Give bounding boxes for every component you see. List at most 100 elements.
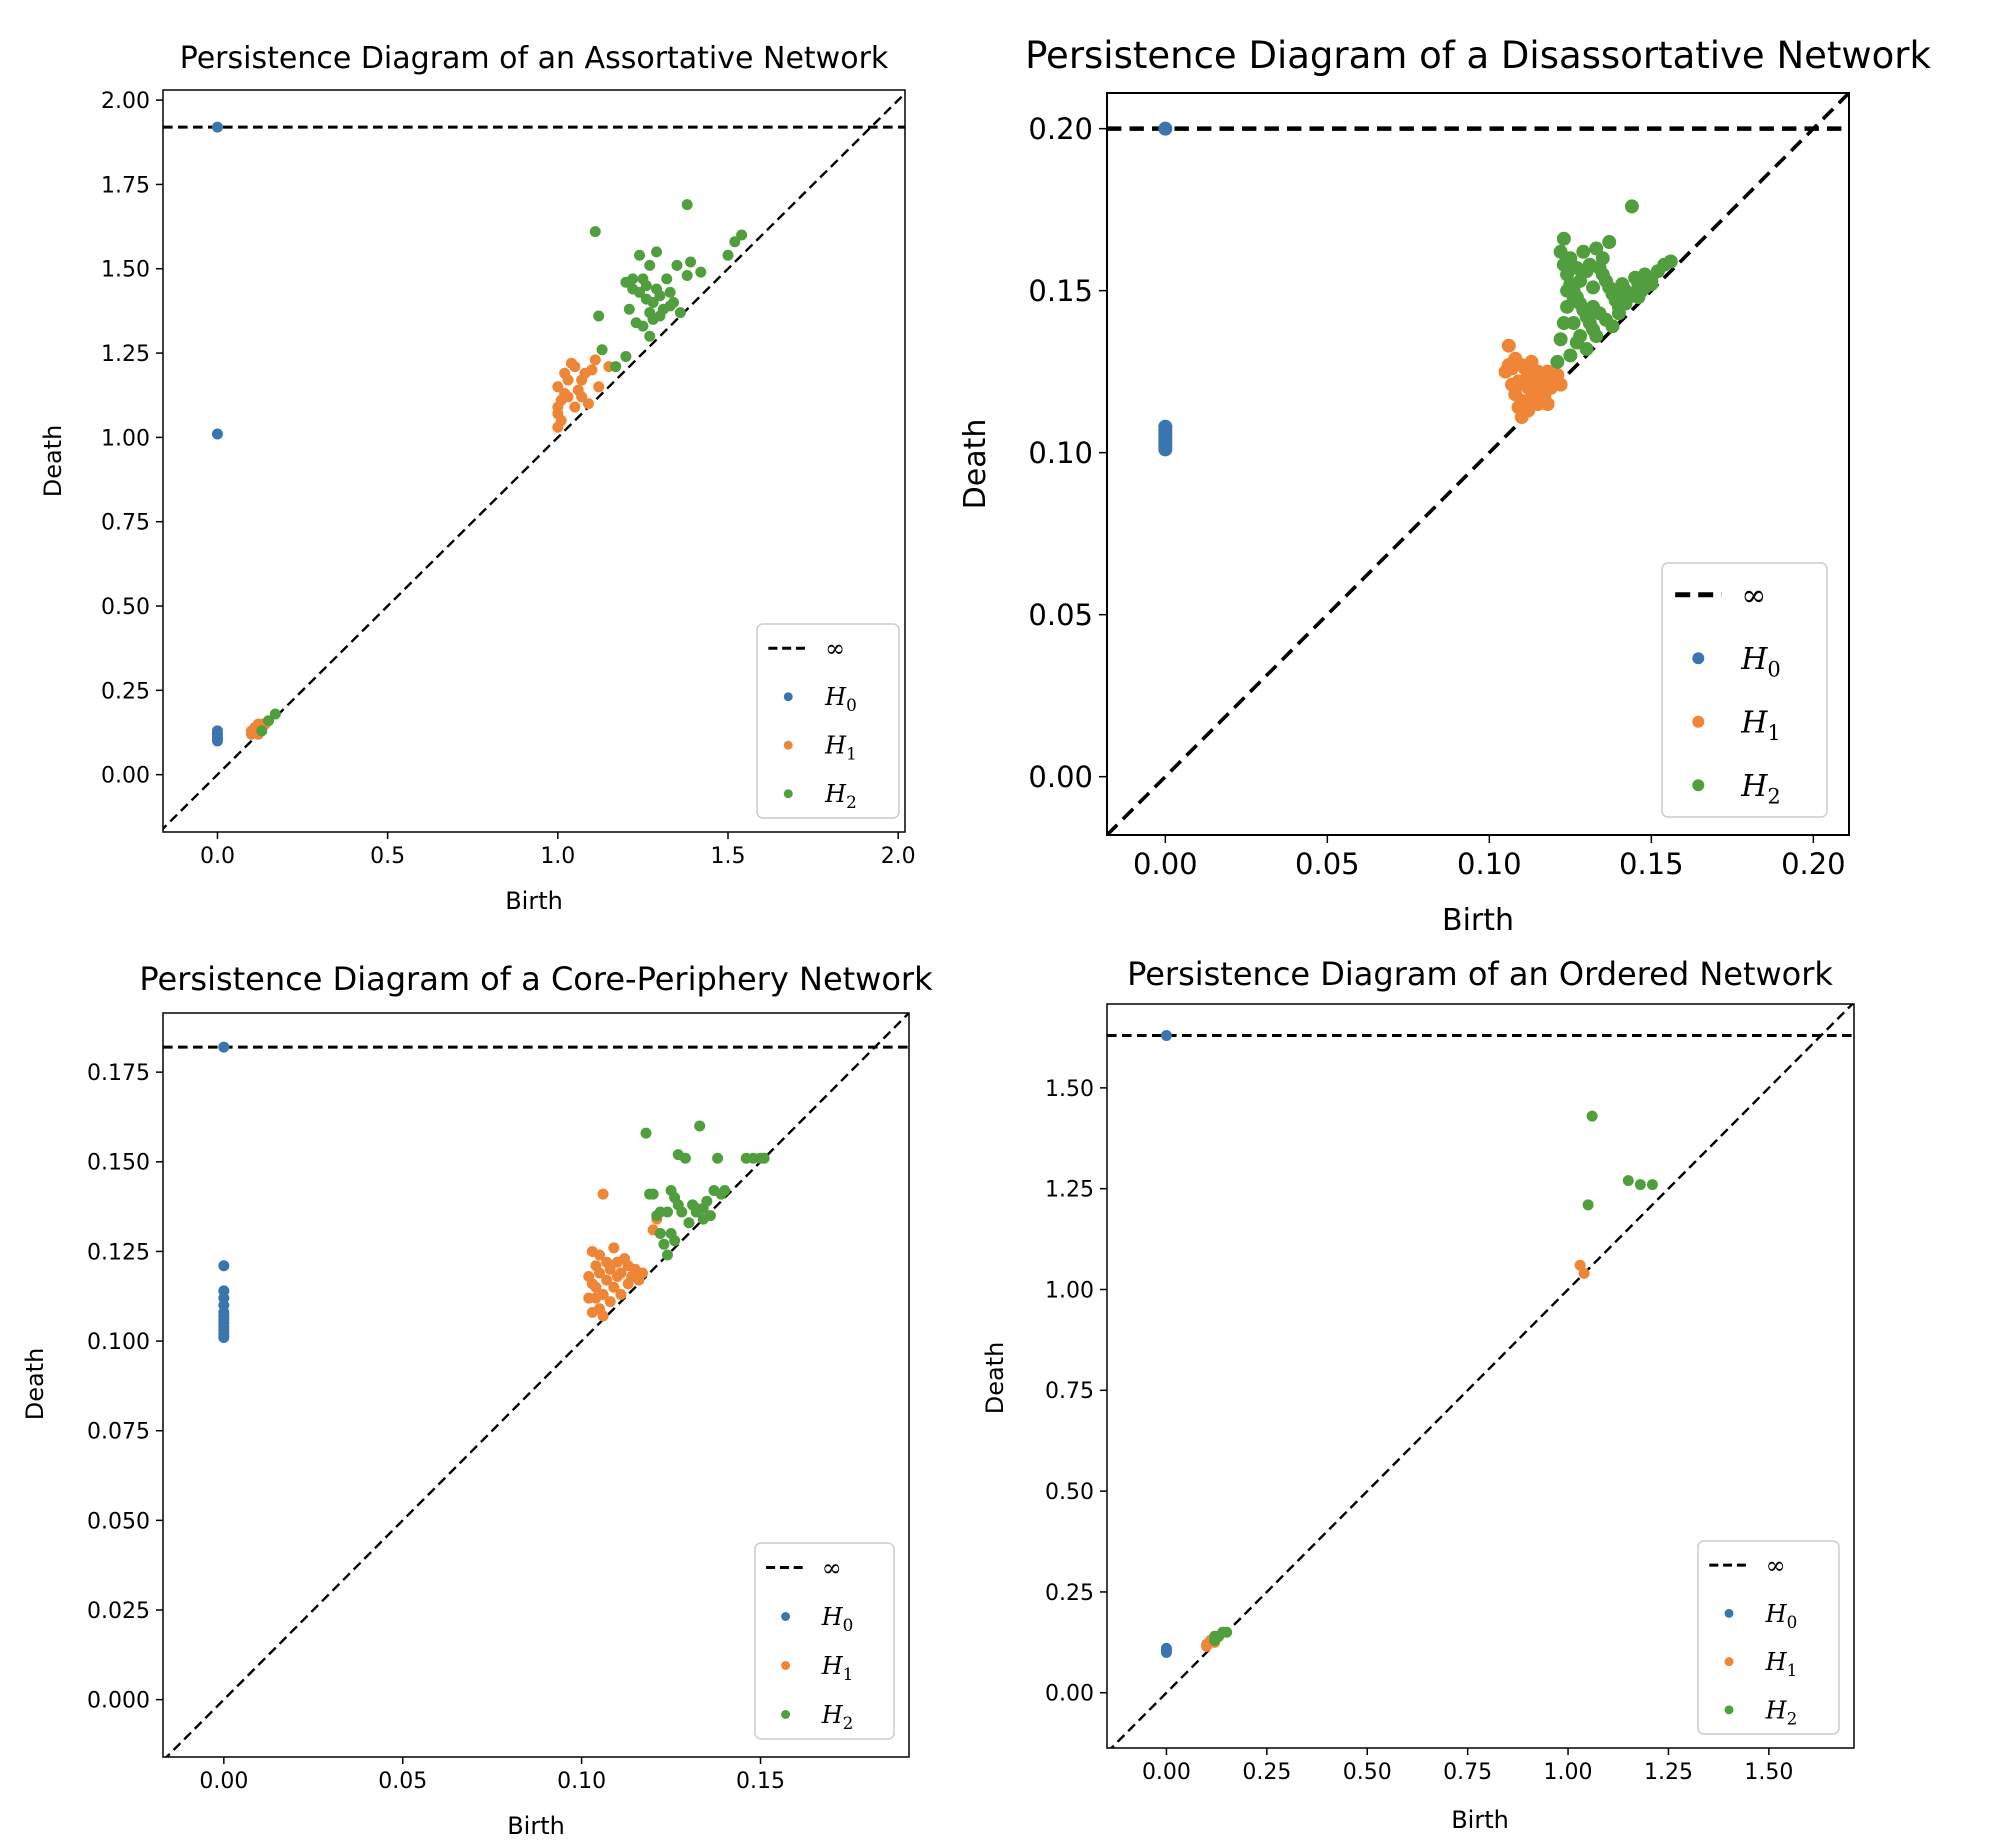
point-h2: [654, 310, 666, 322]
point-h2: [589, 226, 601, 238]
y-tick-label: 1.00: [1045, 1278, 1094, 1303]
y-tick-label: 0.000: [87, 1689, 150, 1714]
legend-swatch-h0: [1724, 1608, 1734, 1618]
y-tick-label: 0.00: [1045, 1682, 1094, 1707]
y-tick-label: 0.100: [87, 1330, 150, 1355]
point-h2: [758, 1152, 770, 1164]
point-h1: [608, 1281, 620, 1293]
axes-frame: [1106, 92, 1850, 836]
point-h1: [569, 361, 581, 373]
point-h2: [644, 330, 656, 342]
y-tick-label: 1.00: [101, 426, 150, 451]
point-h2: [640, 280, 652, 292]
y-tick-label: 1.50: [1045, 1077, 1094, 1102]
x-tick-label: 1.50: [1744, 1760, 1793, 1785]
point-h1: [594, 1249, 606, 1261]
point-h2: [1579, 264, 1594, 279]
y-axis-label: Death: [21, 1348, 49, 1421]
y-axis-label: Death: [981, 1342, 1009, 1415]
point-h1: [1505, 361, 1520, 376]
point-h2: [661, 1206, 673, 1218]
y-tick-label: 0.075: [87, 1420, 150, 1445]
point-h2: [1582, 1199, 1594, 1211]
panel-core-periphery: Persistence Diagram of a Core-Periphery …: [21, 960, 933, 1840]
point-h1: [586, 1278, 598, 1290]
point-h0: [218, 1331, 230, 1343]
x-tick-label: 0.10: [1457, 847, 1522, 881]
x-tick-label: 0.05: [1295, 847, 1360, 881]
x-tick-label: 1.0: [540, 844, 575, 869]
point-h2: [654, 1228, 666, 1240]
legend-box: [754, 1542, 895, 1740]
point-h2: [669, 1235, 681, 1247]
axes-frame: [1106, 1003, 1855, 1749]
point-h2: [627, 273, 639, 285]
point-h2: [620, 350, 632, 362]
x-tick-label: 0.75: [1443, 1760, 1492, 1785]
point-h2: [1595, 251, 1610, 266]
point-h2: [679, 1152, 691, 1164]
point-h2: [640, 1127, 652, 1139]
point-h2: [674, 307, 686, 319]
x-tick-label: 0.20: [1781, 847, 1846, 881]
point-h0: [1158, 422, 1173, 437]
point-h2: [634, 286, 646, 298]
x-tick-label: 0.50: [1343, 1760, 1392, 1785]
x-axis-label: Birth: [507, 1812, 565, 1840]
panel-title: Persistence Diagram of an Assortative Ne…: [180, 41, 889, 76]
point-h2: [647, 296, 659, 308]
point-h1: [576, 391, 588, 403]
point-h2: [1624, 199, 1639, 214]
y-tick-label: 1.25: [101, 342, 150, 367]
y-axis-label: Death: [39, 425, 67, 498]
point-h2: [634, 249, 646, 261]
point-h2: [1646, 1179, 1658, 1191]
legend-swatch-h1: [781, 1661, 791, 1670]
x-tick-label: 0.10: [557, 1769, 606, 1794]
point-h1: [604, 1263, 616, 1275]
x-axis-ticks: 0.0 0.5 1.0 1.5 2.0: [200, 832, 916, 869]
point-h1: [582, 398, 594, 410]
y-tick-label: 0.75: [101, 511, 150, 536]
point-h2: [1563, 348, 1578, 363]
legend-label: ∞: [822, 1554, 842, 1582]
y-tick-label: 0.10: [1028, 436, 1093, 470]
point-h2: [683, 1217, 695, 1229]
point-h0: [1160, 1646, 1172, 1658]
point-h2: [593, 310, 605, 322]
legend-swatch-h1: [1724, 1657, 1734, 1667]
point-h0: [218, 1260, 230, 1272]
diagonal-line: [1107, 93, 1849, 835]
point-h1: [597, 1310, 609, 1322]
panel-disassortative: Persistence Diagram of a Disassortative …: [958, 34, 1932, 938]
point-h2: [681, 199, 693, 211]
legend-swatch-h2: [1692, 779, 1705, 792]
point-h1: [593, 381, 605, 393]
point-h2: [1566, 316, 1581, 331]
point-h1: [589, 354, 601, 366]
y-tick-label: 0.150: [87, 1151, 150, 1176]
y-tick-label: 0.175: [87, 1061, 150, 1086]
x-axis-label: Birth: [1442, 903, 1514, 938]
point-h2: [664, 300, 676, 312]
point-h2: [1589, 329, 1604, 344]
point-h2: [719, 1184, 731, 1196]
x-tick-label: 1.5: [711, 844, 746, 869]
y-tick-label: 0.05: [1028, 598, 1093, 632]
point-h0: [1158, 442, 1173, 457]
x-tick-label: 0.15: [736, 1769, 785, 1794]
x-axis-label: Birth: [505, 887, 563, 915]
y-tick-label: 0.15: [1028, 274, 1093, 308]
y-tick-label: 0.75: [1045, 1379, 1094, 1404]
point-h2: [1634, 1179, 1646, 1191]
point-h1: [615, 1267, 627, 1279]
point-h1: [1517, 377, 1532, 392]
point-h2: [1221, 1626, 1233, 1638]
point-h1: [601, 1274, 613, 1286]
point-h2: [1553, 332, 1568, 347]
point-h2: [596, 344, 608, 356]
diagonal-line: [163, 91, 905, 831]
y-tick-label: 0.25: [1045, 1581, 1094, 1606]
